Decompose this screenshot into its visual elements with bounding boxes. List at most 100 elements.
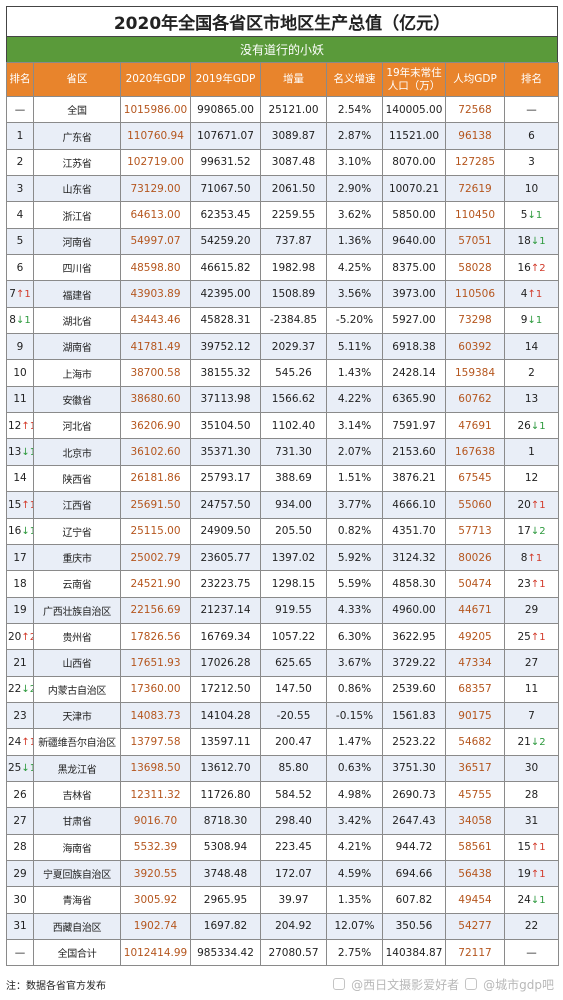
population-cell-value: 3876.21 (392, 472, 436, 485)
rank-cell: 24↑1 (6, 728, 34, 756)
growth-cell-value: -0.15% (335, 709, 374, 722)
growth-cell: 3.77% (326, 491, 383, 519)
increase-cell: 737.87 (260, 227, 327, 256)
increase-cell: 2061.50 (260, 175, 327, 203)
rank-cell-value: 2 (16, 156, 24, 169)
growth-cell: 2.54% (326, 95, 383, 124)
increase-cell-value: 3089.87 (271, 130, 316, 143)
population-cell: 4351.70 (382, 517, 446, 545)
per-capita-rank-cell-value: 31 (524, 814, 539, 827)
region-cell-value: 上海市 (62, 369, 92, 381)
growth-cell-value: 1.43% (337, 367, 372, 380)
gdp-2020-cell: 110760.94 (120, 122, 191, 150)
gdp-2020-cell-value: 64613.00 (130, 209, 181, 222)
gdp-2020-cell-value: 12311.32 (130, 788, 181, 801)
increase-cell-value: 1102.40 (271, 419, 316, 432)
table-row: — 全国 1015986.00 990865.00 25121.00 2.54% 14000… (6, 95, 559, 124)
region-cell-value: 湖南省 (62, 343, 92, 355)
region-cell-value: 云南省 (62, 580, 92, 592)
rank-cell: 23 (6, 701, 34, 730)
population-cell: 140384.87 (382, 938, 446, 967)
gdp-2019-cell-value: 46615.82 (200, 261, 251, 274)
gdp-2019-cell: 37113.98 (190, 385, 261, 414)
population-cell: 8375.00 (382, 254, 446, 282)
rank-cell: 18 (6, 570, 34, 598)
rank-cell: 6 (6, 254, 34, 282)
growth-cell: 1.35% (326, 886, 383, 914)
region-cell: 全国 (33, 95, 121, 124)
table-row: 3 山东省 73129.00 71067.50 2061.50 2.90% 10070.21… (6, 175, 559, 203)
rank-cell: 1 (6, 122, 34, 150)
increase-cell-value: 298.40 (275, 814, 312, 827)
increase-cell: 919.55 (260, 596, 327, 624)
increase-cell: 147.50 (260, 675, 327, 703)
per-capita-cell: 50474 (445, 570, 505, 598)
gdp-2019-cell-value: 990865.00 (197, 103, 254, 116)
region-cell: 湖南省 (33, 333, 121, 361)
gdp-2019-cell-value: 16769.34 (200, 630, 251, 643)
population-cell: 8070.00 (382, 148, 446, 177)
growth-cell: 1.36% (326, 227, 383, 256)
population-cell: 944.72 (382, 833, 446, 861)
gdp-2019-cell: 107671.07 (190, 122, 261, 150)
increase-cell: 1397.02 (260, 543, 327, 572)
rank-cell: 14 (6, 464, 34, 493)
growth-cell-value: 3.62% (337, 209, 372, 222)
rank-cell-value: 22 (8, 683, 22, 696)
growth-cell-value: 0.86% (337, 683, 372, 696)
per-capita-rank-cell: 24↓1 (504, 886, 559, 914)
region-cell: 上海市 (33, 359, 121, 387)
per-capita-cell: 110506 (445, 280, 505, 308)
increase-cell-value: 39.97 (278, 893, 309, 906)
rank-cell: 21 (6, 649, 34, 677)
per-capita-cell: 58028 (445, 254, 505, 282)
rank-cell-value: 10 (13, 367, 27, 380)
region-cell-value: 天津市 (62, 712, 92, 724)
region-cell: 广东省 (33, 122, 121, 150)
gdp-2019-cell-value: 99631.52 (200, 156, 251, 169)
gdp-2019-cell-value: 8718.30 (203, 814, 248, 827)
rank-cell-value: 14 (13, 472, 27, 485)
region-cell-value: 广东省 (62, 132, 92, 144)
growth-cell-value: 0.63% (337, 762, 372, 775)
increase-cell-value: 2029.37 (271, 340, 316, 353)
gdp-2020-cell: 48598.80 (120, 254, 191, 282)
gdp-2019-cell: 3748.48 (190, 859, 261, 888)
per-capita-rank-cell-value: 26 (517, 419, 531, 432)
table-row: 23 天津市 14083.73 14104.28 -20.55 -0.15% 1561.83… (6, 701, 559, 730)
rank-cell: 5 (6, 227, 34, 256)
gdp-2019-cell: 99631.52 (190, 148, 261, 177)
per-capita-rank-cell: 27 (504, 649, 559, 677)
region-cell: 山东省 (33, 175, 121, 203)
gdp-2019-cell: 38155.32 (190, 359, 261, 387)
region-cell: 西藏自治区 (33, 912, 121, 941)
per-capita-cell-value: 54682 (458, 735, 492, 748)
table-row: 1 广东省 110760.94 107671.07 3089.87 2.87% 11521.… (6, 122, 559, 150)
population-cell-value: 944.72 (395, 841, 433, 854)
population-cell: 5927.00 (382, 306, 446, 335)
growth-cell-value: 1.35% (337, 893, 372, 906)
region-cell-value: 北京市 (62, 448, 92, 460)
gdp-2020-cell: 38700.58 (120, 359, 191, 387)
increase-cell: 1982.98 (260, 254, 327, 282)
gdp-2020-cell: 73129.00 (120, 175, 191, 203)
region-cell: 河南省 (33, 227, 121, 256)
table-row: 19 广西壮族自治区 22156.69 21237.14 919.55 4.33% 4960… (6, 596, 559, 624)
gdp-2020-cell-value: 24521.90 (130, 577, 181, 590)
rank-cell: 11 (6, 385, 34, 414)
region-cell-value: 甘肃省 (62, 817, 92, 829)
growth-cell: 3.67% (326, 649, 383, 677)
table-row: 9 湖南省 41781.49 39752.12 2029.37 5.11% 6918.38 6… (6, 333, 559, 361)
gdp-2019-cell: 990865.00 (190, 95, 261, 124)
per-capita-rank-cell: 20↑1 (504, 491, 559, 519)
gdp-2019-cell: 24757.50 (190, 491, 261, 519)
population-cell: 3124.32 (382, 543, 446, 572)
per-capita-rank-cell: — (504, 95, 559, 124)
population-cell-value: 5927.00 (392, 314, 436, 327)
per-capita-rank-cell: 31 (504, 807, 559, 835)
per-capita-rank-cell-value: 30 (524, 762, 539, 775)
gdp-2020-cell-value: 5532.39 (133, 841, 178, 854)
per-capita-cell: 54277 (445, 912, 505, 941)
increase-cell-value: 1982.98 (271, 261, 316, 274)
gdp-2020-cell: 13698.50 (120, 754, 191, 782)
